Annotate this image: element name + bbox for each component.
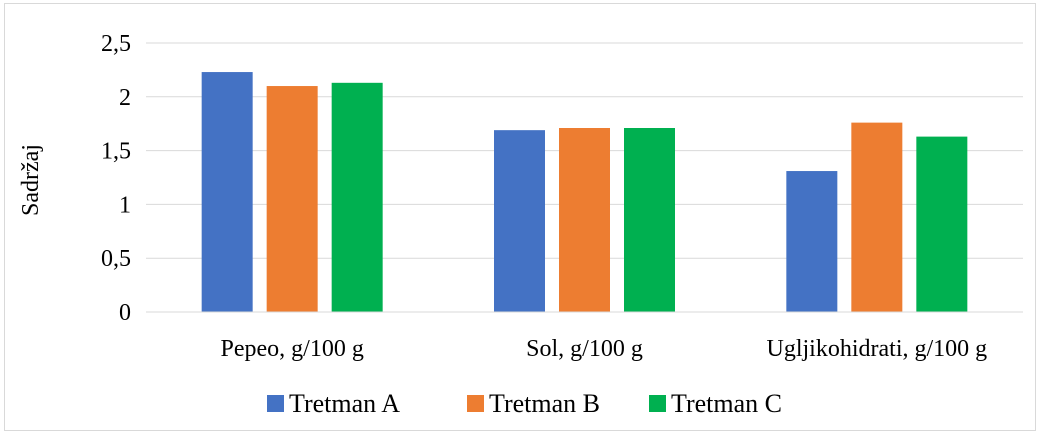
bars [201, 72, 968, 313]
legend-label: Tretman C [671, 389, 782, 418]
bar-tretman-a-2 [786, 171, 838, 312]
legend-label: Tretman B [489, 389, 600, 418]
x-tick-label: Pepeo, g/100 g [221, 336, 364, 362]
bar-tretman-b-2 [851, 122, 903, 313]
y-axis-title: Sadržaj [18, 144, 44, 216]
y-tick-label: 0 [119, 300, 131, 326]
y-tick-label: 1 [119, 192, 131, 218]
y-tick-label: 2 [119, 85, 131, 111]
y-tick-label: 2,5 [101, 31, 131, 57]
bar-tretman-b-1 [559, 128, 610, 312]
legend-swatch [467, 395, 484, 412]
x-axis-ticks: Pepeo, g/100 g Sol, g/100 g Ugljikohidrati… [221, 336, 988, 362]
x-tick-label: Sol, g/100 g [526, 336, 643, 362]
legend-swatch [649, 395, 666, 412]
bar-tretman-b-0 [266, 86, 318, 312]
y-tick-label: 0,5 [101, 246, 131, 272]
bar-tretman-c-2 [916, 136, 968, 312]
bar-tretman-a-0 [201, 72, 253, 312]
y-axis-ticks: 0 0,5 1 1,5 2 2,5 [101, 31, 131, 326]
bar-tretman-c-1 [624, 128, 675, 312]
bar-tretman-c-0 [331, 82, 383, 312]
y-tick-label: 1,5 [101, 139, 131, 165]
legend-label: Tretman A [289, 389, 400, 418]
bar-tretman-a-1 [494, 130, 545, 312]
legend-swatch [267, 395, 284, 412]
legend: Tretman A Tretman B Tretman C [267, 389, 782, 418]
x-tick-label: Ugljikohidrati, g/100 g [767, 336, 988, 362]
